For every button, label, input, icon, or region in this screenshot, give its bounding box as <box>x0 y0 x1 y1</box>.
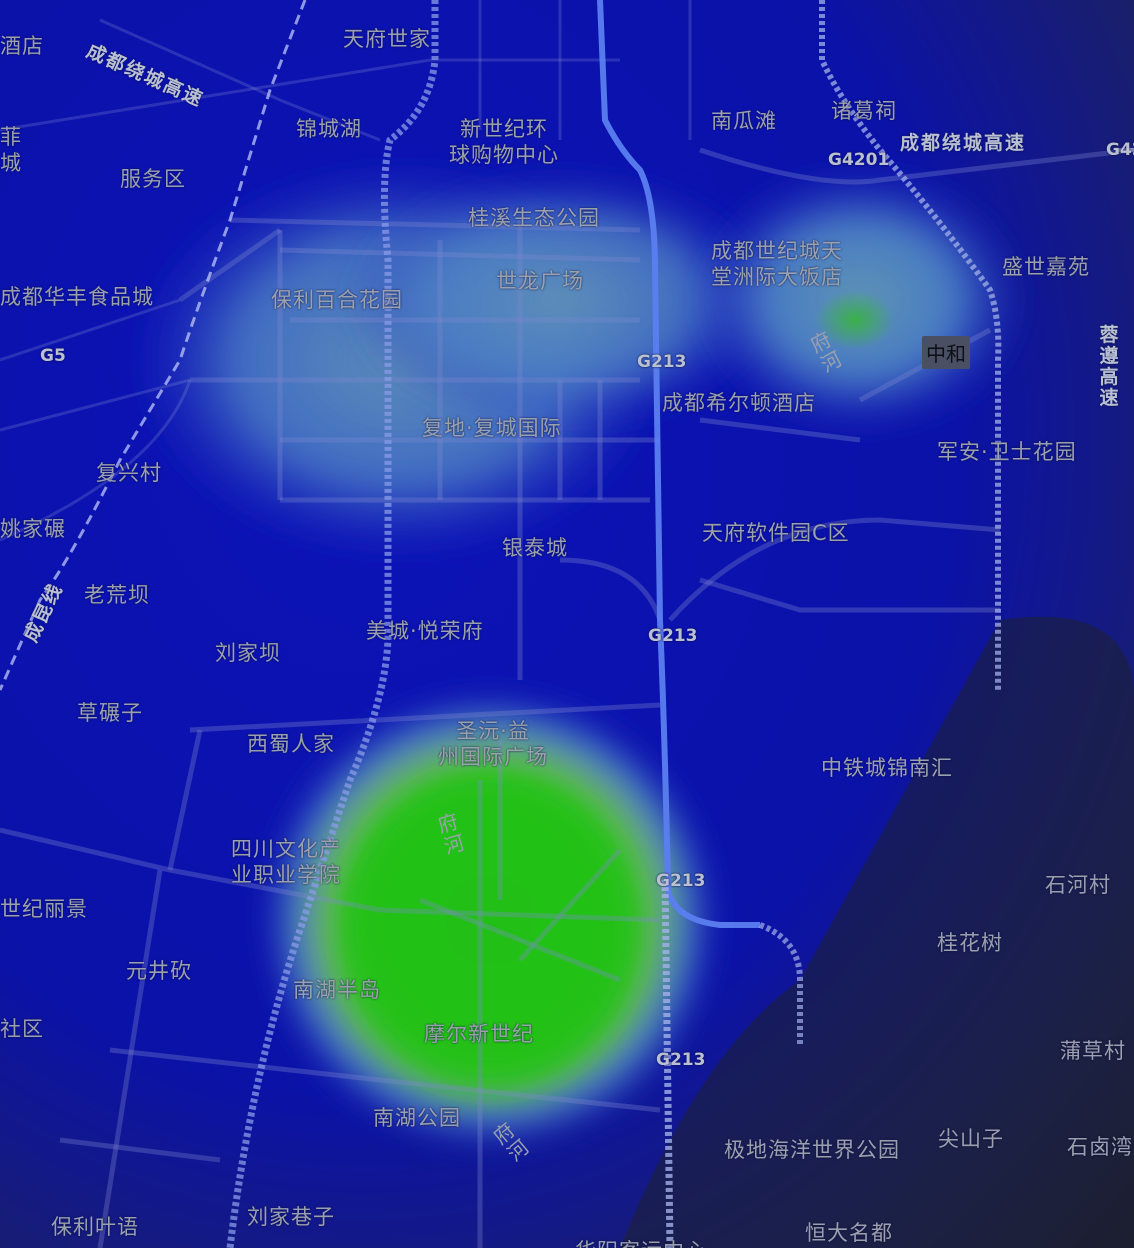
place-label[interactable]: 恒大名都 <box>805 1221 893 1245</box>
place-label[interactable]: 蒲草村 <box>1060 1039 1126 1063</box>
place-label[interactable]: 成都华丰食品城 <box>0 285 154 309</box>
place-label[interactable]: 成都世纪城天 堂洲际大饭店 <box>711 239 843 290</box>
place-label[interactable]: 南湖公园 <box>373 1106 461 1130</box>
place-label[interactable]: 盛世嘉苑 <box>1002 255 1090 279</box>
place-label[interactable]: 社区 <box>0 1017 44 1041</box>
road-shield-g213-c: G213 <box>656 871 706 891</box>
place-label[interactable]: 草碾子 <box>77 701 143 725</box>
place-label[interactable]: 四川文化产 业职业学院 <box>231 837 341 888</box>
place-label: 华阳客运中心 <box>575 1238 707 1248</box>
place-label[interactable]: 石卤湾 <box>1067 1135 1133 1159</box>
place-label[interactable]: 成都希尔顿酒店 <box>662 391 816 415</box>
place-label[interactable]: 姚家碾 <box>0 517 66 541</box>
road-label-rongzun: 蓉遵高速 <box>1099 324 1121 409</box>
road-shield-g4201: G4201 <box>828 150 890 170</box>
place-label[interactable]: 银泰城 <box>502 536 568 560</box>
place-label[interactable]: 世龙广场 <box>496 269 584 293</box>
place-label[interactable]: 复地·复城国际 <box>422 416 562 440</box>
place-label[interactable]: 尖山子 <box>938 1127 1004 1151</box>
place-label[interactable]: 石河村 <box>1045 873 1111 897</box>
place-label[interactable]: 诸葛祠 <box>831 99 897 123</box>
place-label[interactable]: 刘家巷子 <box>247 1205 335 1229</box>
place-label[interactable]: 桂溪生态公园 <box>468 206 600 230</box>
place-label[interactable]: 酒店 <box>0 34 44 58</box>
place-label[interactable]: 中铁城锦南汇 <box>821 756 953 780</box>
place-label[interactable]: 老荒坝 <box>84 583 150 607</box>
place-label[interactable]: 摩尔新世纪 <box>424 1022 534 1046</box>
road-shield-g213-d: G213 <box>656 1050 706 1070</box>
place-label[interactable]: 新世纪环 球购物中心 <box>449 117 559 168</box>
place-label[interactable]: 锦城湖 <box>296 117 362 141</box>
place-label[interactable]: 元井砍 <box>126 959 192 983</box>
place-label[interactable]: 南湖半岛 <box>293 978 381 1002</box>
place-label[interactable]: 天府世家 <box>343 27 431 51</box>
place-label[interactable]: 复兴村 <box>96 461 162 485</box>
district-label-zhonghe[interactable]: 中和 <box>922 336 970 369</box>
place-label[interactable]: 西蜀人家 <box>247 732 335 756</box>
place-label[interactable]: 军安·卫士花园 <box>937 440 1077 464</box>
place-label[interactable]: 保利百合花园 <box>271 288 403 312</box>
road-label-ring-right: 成都绕城高速 <box>900 132 1027 154</box>
place-label[interactable]: 世纪丽景 <box>0 897 88 921</box>
place-label[interactable]: 美城·悦荣府 <box>366 619 484 643</box>
road-shield-g42: G42 <box>1106 140 1134 160</box>
road-shield-g213-b: G213 <box>648 626 698 646</box>
place-label[interactable]: 圣沅·益 州国际广场 <box>438 719 548 770</box>
place-label[interactable]: 极地海洋世界公园 <box>724 1138 900 1162</box>
road-shield-g5: G5 <box>40 346 66 366</box>
road-shield-g213-a: G213 <box>637 352 687 372</box>
place-label[interactable]: 天府软件园C区 <box>702 521 850 545</box>
place-label[interactable]: 桂花树 <box>937 931 1003 955</box>
place-label[interactable]: 服务区 <box>120 167 186 191</box>
place-label[interactable]: 保利叶语 <box>51 1215 139 1239</box>
place-label[interactable]: 刘家坝 <box>215 641 281 665</box>
place-label[interactable]: 南瓜滩 <box>711 109 777 133</box>
place-label: 菲 城 <box>0 125 22 176</box>
